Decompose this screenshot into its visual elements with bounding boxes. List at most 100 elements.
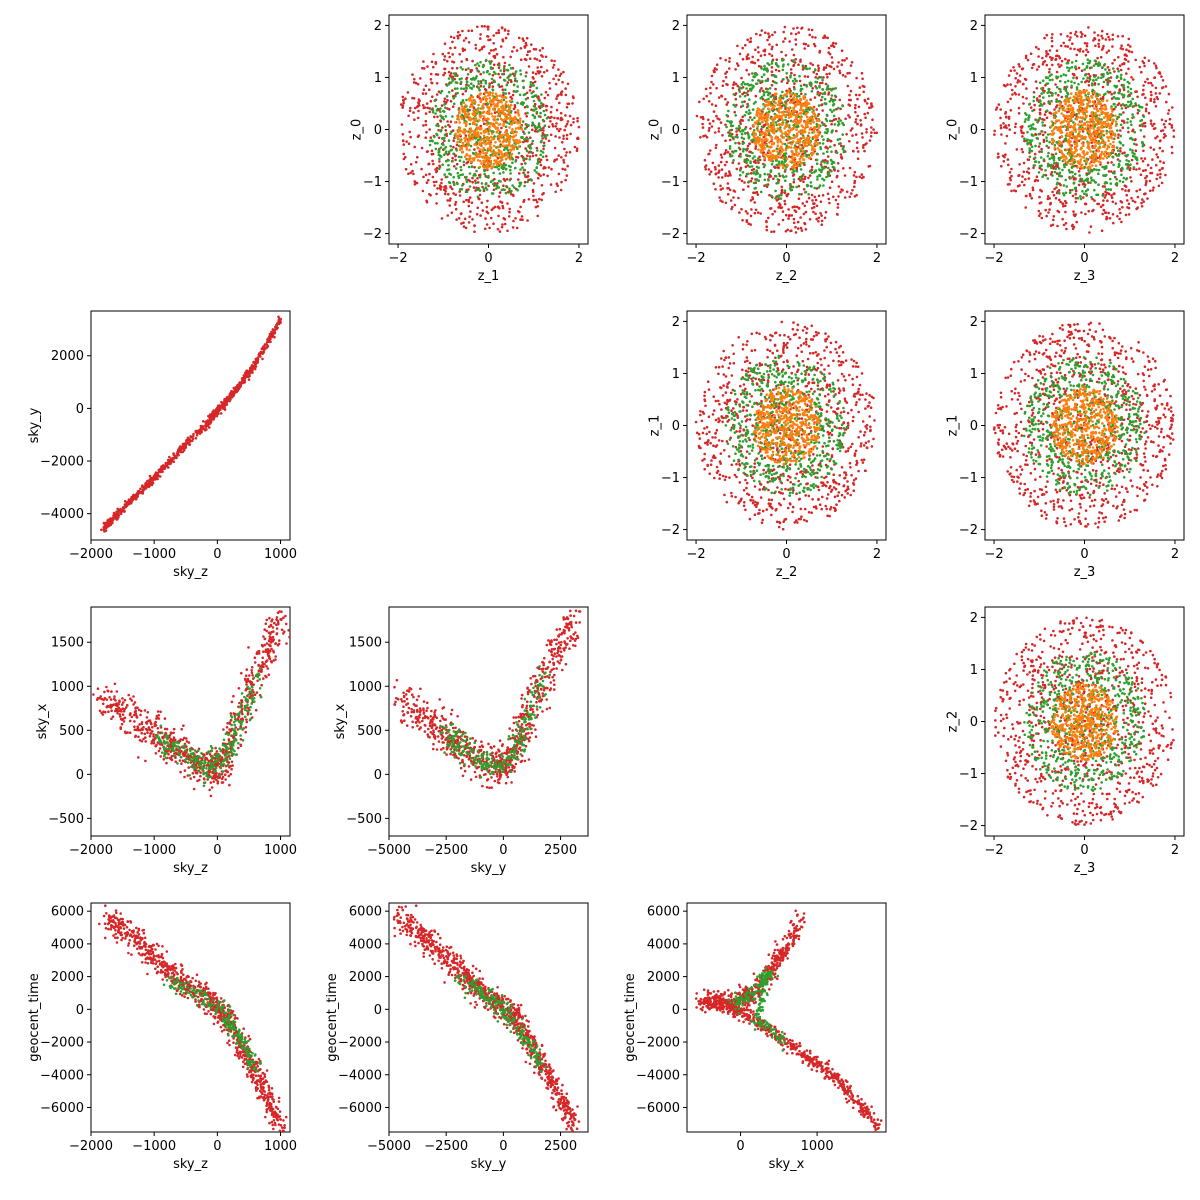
data-point <box>808 67 811 70</box>
data-point <box>751 151 754 155</box>
y-tick-label: 1 <box>672 71 680 86</box>
data-point <box>747 109 751 112</box>
data-point <box>523 105 527 109</box>
data-point <box>511 184 514 187</box>
data-point <box>523 162 527 165</box>
data-point <box>724 72 727 75</box>
data-point <box>1161 129 1165 132</box>
data-point <box>473 148 476 151</box>
data-point <box>513 72 517 75</box>
data-point <box>757 148 760 151</box>
data-point <box>1155 95 1159 99</box>
data-point <box>745 219 749 222</box>
data-point <box>1142 88 1145 92</box>
data-point <box>513 104 517 107</box>
data-point <box>497 214 500 218</box>
data-point <box>803 96 806 100</box>
data-point <box>807 131 811 135</box>
data-point <box>732 93 736 96</box>
data-point <box>745 68 748 72</box>
data-point <box>1032 166 1035 170</box>
data-point <box>792 140 795 143</box>
data-point <box>759 190 763 194</box>
data-point <box>726 83 729 87</box>
data-point <box>747 222 750 225</box>
data-point <box>843 174 847 177</box>
data-point <box>506 229 509 233</box>
data-point <box>772 230 776 233</box>
data-point <box>748 180 751 183</box>
data-point <box>441 163 444 166</box>
data-point <box>536 149 539 152</box>
data-point <box>1041 133 1045 137</box>
data-point <box>835 107 838 111</box>
data-point <box>1027 171 1031 175</box>
data-point <box>505 130 509 133</box>
data-point <box>752 124 755 127</box>
data-point <box>1151 189 1155 192</box>
data-point <box>462 221 465 224</box>
data-point <box>441 126 444 129</box>
data-point <box>544 166 547 170</box>
data-point <box>519 69 522 72</box>
data-point <box>450 81 453 84</box>
data-point <box>1046 177 1050 180</box>
data-point <box>548 81 551 85</box>
data-point <box>824 124 827 128</box>
data-point <box>773 127 776 131</box>
data-point <box>486 28 490 31</box>
data-point <box>1144 183 1147 187</box>
data-point <box>1075 35 1079 38</box>
data-point <box>452 139 456 142</box>
data-point <box>415 105 419 109</box>
data-point <box>828 52 832 56</box>
data-point <box>763 103 767 107</box>
data-point <box>439 91 442 95</box>
data-point <box>870 102 873 105</box>
data-point <box>541 132 545 135</box>
data-point <box>809 81 813 84</box>
data-point <box>495 184 499 187</box>
data-point <box>810 145 814 148</box>
data-point <box>746 104 750 107</box>
data-point <box>1066 45 1070 48</box>
data-point <box>704 168 707 171</box>
data-point <box>1162 161 1165 164</box>
data-point <box>732 81 736 84</box>
data-point <box>1127 188 1131 192</box>
data-point <box>1005 134 1009 138</box>
data-point <box>741 104 745 107</box>
data-point <box>759 54 763 57</box>
data-point <box>490 112 493 115</box>
data-point <box>737 124 741 128</box>
data-point <box>413 106 417 110</box>
data-point <box>1052 215 1056 218</box>
data-point <box>517 151 521 155</box>
data-point <box>815 86 818 90</box>
data-point <box>559 72 563 76</box>
data-point <box>723 163 727 167</box>
data-point <box>835 175 839 179</box>
data-point <box>760 125 764 129</box>
data-point <box>862 90 865 94</box>
data-point <box>811 87 814 90</box>
data-point <box>1150 93 1153 97</box>
data-point <box>783 189 787 192</box>
data-point <box>1141 60 1144 63</box>
data-point <box>502 78 506 82</box>
data-point <box>556 117 560 120</box>
data-point <box>773 104 776 108</box>
data-point <box>1018 184 1021 187</box>
data-point <box>501 206 505 210</box>
data-point <box>807 28 811 31</box>
data-point <box>997 155 1000 159</box>
data-point <box>825 175 828 179</box>
data-point <box>504 113 508 116</box>
data-point <box>474 63 477 67</box>
data-point <box>1154 64 1158 68</box>
data-point <box>495 187 498 190</box>
data-point <box>1126 199 1129 202</box>
data-point <box>751 108 755 111</box>
data-point <box>430 149 434 153</box>
data-point <box>823 91 827 94</box>
